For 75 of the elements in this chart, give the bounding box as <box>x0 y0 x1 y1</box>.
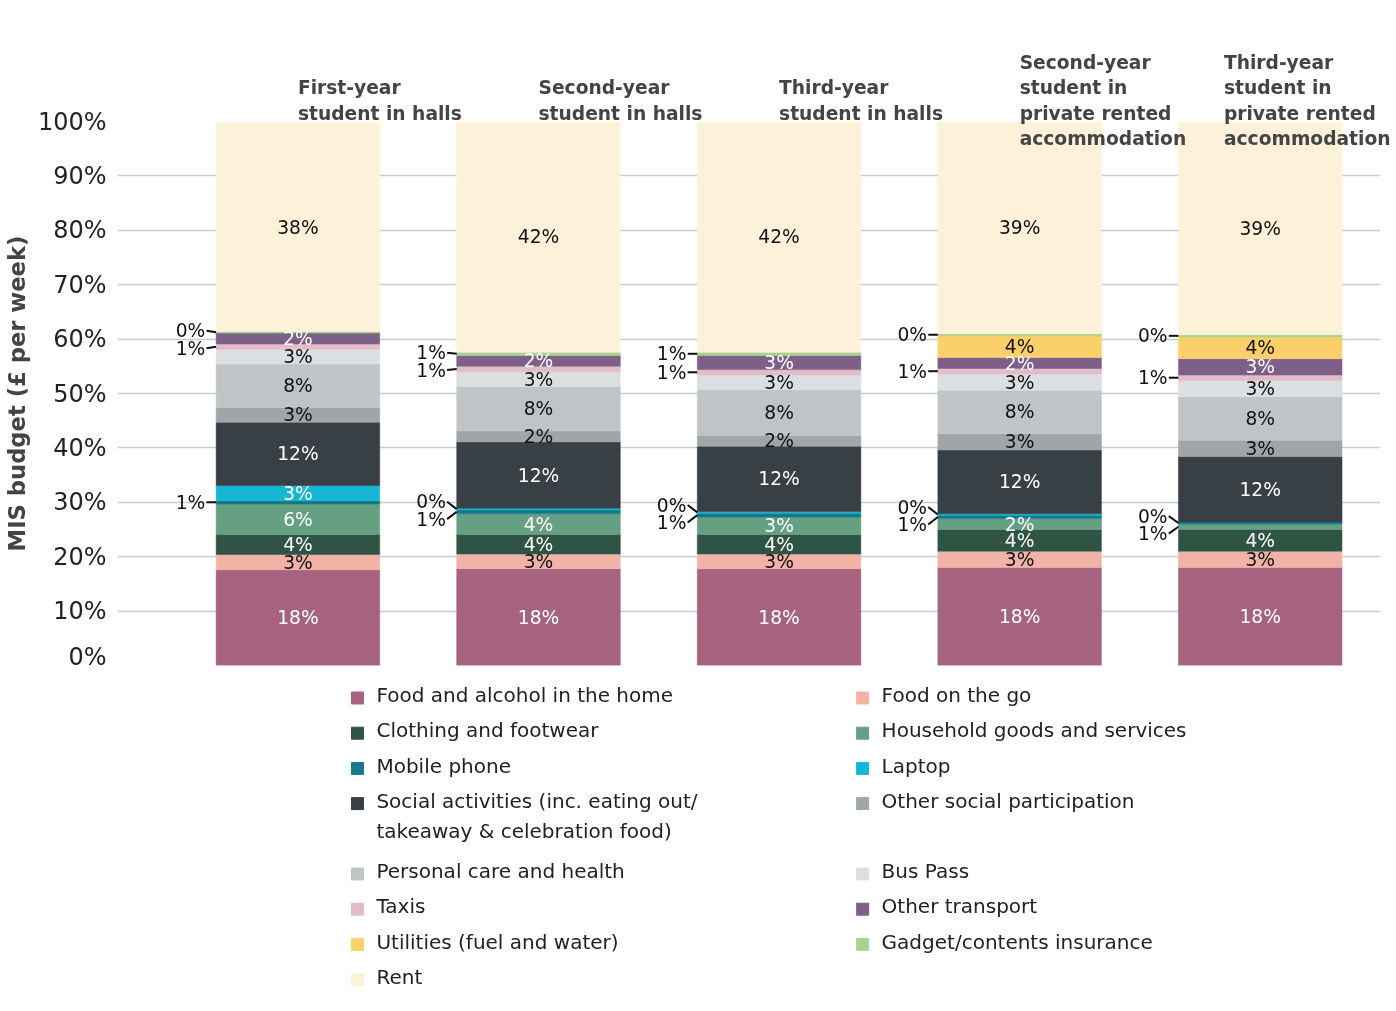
data-label: 18% <box>277 607 319 629</box>
data-label: 42% <box>758 226 800 248</box>
data-label: 12% <box>758 468 800 490</box>
legend-label: Food on the go <box>881 683 1032 708</box>
legend-label: Rent <box>376 964 423 989</box>
data-label: 1% <box>897 360 928 382</box>
data-label: 8% <box>283 375 313 397</box>
legend-label: Personal care and health <box>376 859 625 884</box>
data-label: 2% <box>764 430 794 452</box>
data-label: 4% <box>1245 337 1276 359</box>
x-tick-label: Third-year student in private rented accommodation <box>1223 52 1391 149</box>
data-label: 3% <box>1004 548 1035 570</box>
x-tick-label: Third-year student in halls <box>779 77 944 124</box>
data-label: 3% <box>1245 548 1276 570</box>
data-label: 12% <box>277 443 319 465</box>
legend-label: Social activities (inc. eating out/ takeaway & celebration food) <box>376 788 698 843</box>
y-tick-label: 20% <box>53 542 107 571</box>
data-label: 0% <box>897 324 928 346</box>
data-label: 3% <box>1245 356 1276 378</box>
data-label: 6% <box>283 508 313 530</box>
data-label: 0% <box>1138 325 1168 347</box>
data-label: 1% <box>175 491 206 513</box>
data-label: 3% <box>1004 431 1035 453</box>
data-label: 4% <box>1245 529 1276 551</box>
y-tick-label: 80% <box>53 216 107 245</box>
y-tick-label: 100% <box>37 107 107 136</box>
legend-label: Utilities (fuel and water) <box>376 929 619 954</box>
data-label: 39% <box>998 217 1041 239</box>
data-label: 3% <box>283 482 313 504</box>
data-label: 18% <box>1239 606 1281 628</box>
y-tick-label: 90% <box>53 161 107 190</box>
data-label: 3% <box>764 351 794 373</box>
legend-label: Household goods and services <box>881 718 1187 743</box>
data-label: 2% <box>523 425 554 447</box>
legend-label: Bus Pass <box>881 859 970 884</box>
legend-label: Food and alcohol in the home <box>376 683 674 708</box>
x-tick-label: Second-year student in private rented accommodation <box>1019 52 1187 149</box>
legend-label: Taxis <box>375 894 426 919</box>
data-label: 8% <box>764 402 794 424</box>
data-label: 12% <box>1239 478 1281 500</box>
data-label: 42% <box>517 226 560 248</box>
x-tick-label: First-year student in halls <box>297 77 462 124</box>
y-tick-label: 70% <box>53 270 107 299</box>
data-label: 18% <box>517 606 560 628</box>
data-label: 38% <box>277 216 319 238</box>
y-tick-label: 30% <box>53 488 107 517</box>
y-tick-label: 60% <box>53 325 107 354</box>
data-label: 18% <box>998 606 1041 628</box>
data-label: 3% <box>1245 378 1276 400</box>
legend-label: Gadget/contents insurance <box>881 929 1153 954</box>
y-tick-label: 50% <box>53 379 107 408</box>
data-label: 12% <box>517 464 560 486</box>
y-tick-label: 40% <box>53 433 107 462</box>
y-tick-label: 0% <box>68 642 107 671</box>
data-label: 1% <box>1138 367 1168 389</box>
y-tick-label: 10% <box>53 597 107 626</box>
legend-label: Other social participation <box>881 788 1135 813</box>
data-label: 3% <box>764 371 794 393</box>
data-label: 39% <box>1239 217 1281 239</box>
legend-label: Mobile phone <box>376 753 511 778</box>
data-label: 8% <box>1004 401 1035 423</box>
data-label: 4% <box>523 513 554 535</box>
data-label: 3% <box>1004 371 1035 393</box>
data-label: 18% <box>758 606 800 628</box>
legend-label: Laptop <box>881 753 951 778</box>
y-axis-title: MIS budget (£ per week) <box>3 235 30 552</box>
data-label: 3% <box>1245 437 1276 459</box>
data-label: 12% <box>998 471 1041 493</box>
data-label: 8% <box>1245 408 1276 430</box>
x-tick-label: Second-year student in halls <box>538 77 703 124</box>
data-label: 3% <box>283 404 313 426</box>
data-label: 2% <box>1004 352 1035 374</box>
data-label: 8% <box>523 398 554 420</box>
legend-label: Clothing and footwear <box>376 718 600 743</box>
legend-label: Other transport <box>881 894 1038 919</box>
